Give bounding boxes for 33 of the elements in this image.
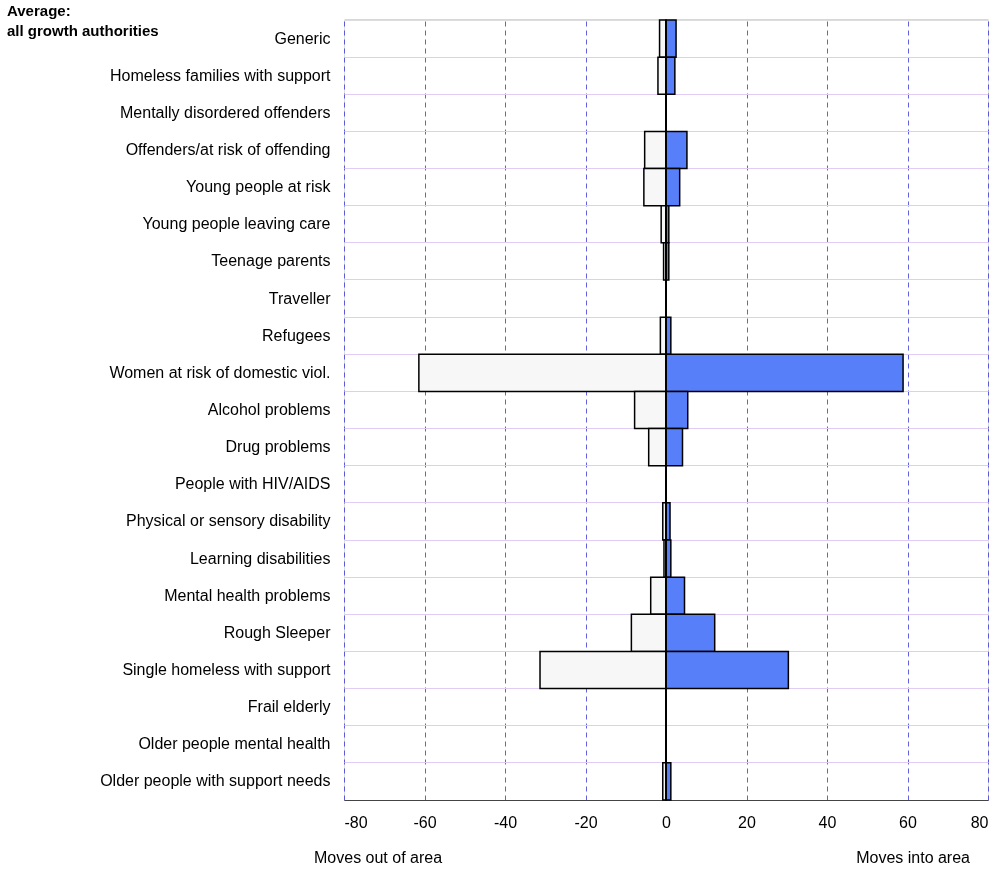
y-tick-label: Alcohol problems bbox=[207, 401, 331, 418]
y-tick-label: Learning disabilities bbox=[189, 549, 331, 567]
y-tick-label: Rough Sleeper bbox=[223, 623, 332, 641]
x-tick-label: 80 bbox=[970, 813, 989, 831]
y-tick-label: Older people mental health bbox=[138, 735, 331, 753]
y-tick-label: Mentally disordered offenders bbox=[120, 103, 331, 121]
y-tick-label: Young people leaving care bbox=[142, 215, 331, 233]
x-tick-label: 0 bbox=[662, 813, 672, 831]
y-tick-label: Drug problems bbox=[225, 438, 331, 456]
y-tick-label: Single homeless with support bbox=[122, 661, 332, 678]
y-tick-label: Mental health problems bbox=[164, 586, 331, 604]
text: Moves out of area bbox=[314, 849, 443, 866]
y-tick-label: Traveller bbox=[268, 289, 332, 307]
y-tick-label: People with HIV/AIDS bbox=[174, 475, 331, 493]
y-tick-label: Physical or sensory disability bbox=[125, 512, 331, 530]
x-tick-label: -80 bbox=[344, 813, 368, 831]
y-tick-label: Offenders/at risk of offending bbox=[125, 141, 331, 158]
y-tick-label: Teenage parents bbox=[211, 252, 331, 270]
x-tick-label: 20 bbox=[738, 813, 756, 831]
y-tick-label: Older people with support needs bbox=[100, 772, 331, 790]
x-tick-label: -60 bbox=[413, 813, 437, 831]
y-tick-label: Young people at risk bbox=[186, 178, 332, 196]
text: Average: all growth authorities bbox=[7, 2, 159, 39]
x-tick-label: -40 bbox=[493, 813, 518, 831]
y-tick-label: Generic bbox=[274, 29, 331, 47]
y-tick-label: Frail elderly bbox=[247, 698, 331, 716]
x-tick-label: 40 bbox=[818, 813, 837, 831]
x-tick-label: 60 bbox=[899, 813, 917, 831]
text: Moves into area bbox=[856, 849, 971, 866]
y-tick-label: Homeless families with support bbox=[109, 66, 332, 84]
y-tick-label: Women at risk of domestic viol. bbox=[109, 363, 331, 381]
y-tick-label: Refugees bbox=[262, 326, 331, 344]
x-tick-label: -20 bbox=[574, 813, 598, 831]
